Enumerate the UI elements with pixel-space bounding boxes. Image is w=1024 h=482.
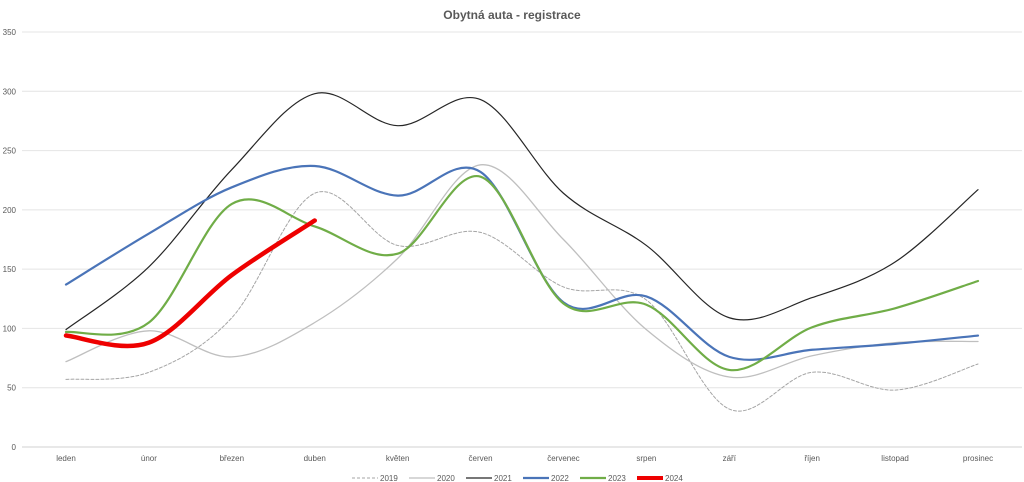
legend-label: 2021 [494, 474, 512, 482]
legend-label: 2022 [551, 474, 569, 482]
x-tick-label: únor [141, 454, 157, 463]
x-tick-label: leden [56, 454, 76, 463]
y-tick-label: 300 [3, 87, 17, 96]
x-tick-label: červen [469, 454, 493, 463]
series-line-2023 [64, 175, 980, 372]
x-tick-label: červenec [547, 454, 579, 463]
legend-label: 2019 [380, 474, 398, 482]
legend: 2019 2020 2021 2022 2023 2024 [352, 474, 683, 482]
series-line-2024 [63, 218, 317, 349]
chart-title: Obytná auta - registrace [443, 8, 581, 22]
y-tick-label: 250 [3, 147, 17, 156]
gridlines [22, 31, 1022, 448]
x-tick-label: říjen [804, 454, 820, 463]
series-line-2022 [64, 164, 980, 361]
series-line-2021 [65, 92, 979, 331]
x-tick-label: prosinec [963, 454, 993, 463]
y-tick-label: 100 [3, 324, 17, 333]
x-tick-label: listopad [881, 454, 909, 463]
series-line-2019 [65, 191, 979, 412]
y-tick-label: 150 [3, 265, 17, 274]
x-tick-label: srpen [636, 454, 656, 463]
y-axis: 0 50 100 150 200 250 300 350 [3, 28, 17, 452]
y-tick-label: 350 [3, 28, 17, 37]
series-lines [63, 92, 980, 412]
series-line-2020 [65, 164, 979, 379]
x-axis: leden únor březen duben květen červen červenec… [56, 454, 993, 463]
legend-label: 2023 [608, 474, 626, 482]
y-tick-label: 0 [12, 443, 17, 452]
legend-label: 2024 [665, 474, 683, 482]
x-tick-label: březen [220, 454, 244, 463]
y-tick-label: 50 [7, 384, 16, 393]
y-tick-label: 200 [3, 206, 17, 215]
x-tick-label: květen [386, 454, 410, 463]
x-tick-label: duben [304, 454, 326, 463]
legend-label: 2020 [437, 474, 455, 482]
x-tick-label: září [723, 454, 737, 463]
